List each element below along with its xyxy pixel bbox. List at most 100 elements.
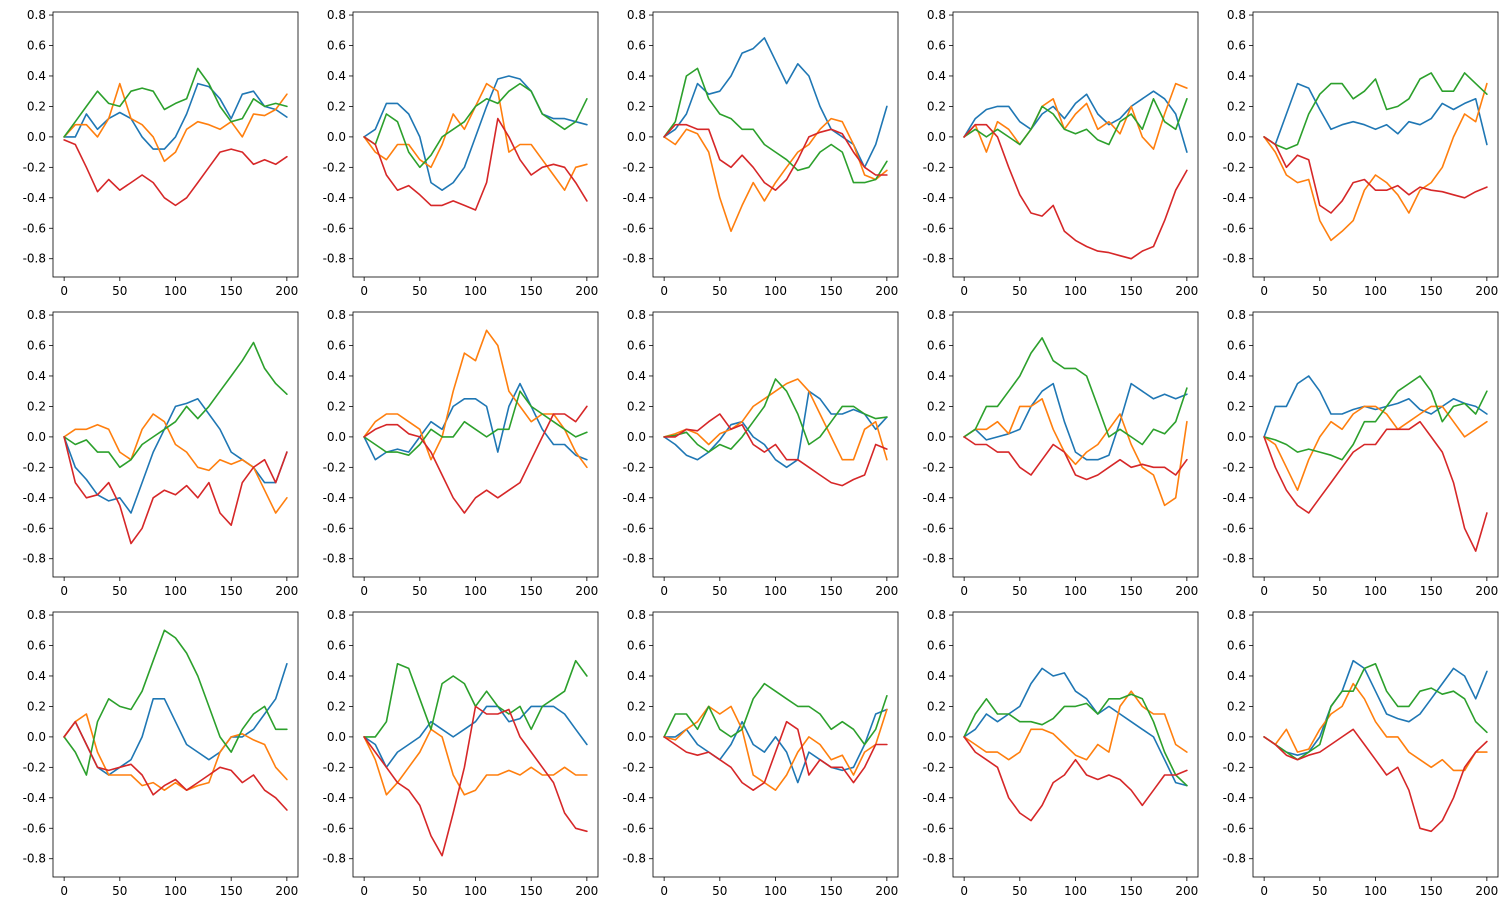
y-tick-label: -0.2 (323, 760, 346, 774)
y-tick-label: 0.0 (927, 430, 946, 444)
y-tick-label: -0.6 (1223, 521, 1246, 535)
x-tick-label: 200 (275, 584, 298, 598)
x-tick-label: 200 (575, 284, 598, 298)
series-line-4 (363, 705, 588, 857)
subplot-5: 0 50 100 150 200 -0.8 -0.6 -0.4 -0.2 0.0 0.2 0.4 0.6… (1223, 8, 1499, 298)
y-tick-label: -0.2 (1223, 760, 1246, 774)
y-tick-label: 0.8 (927, 608, 946, 622)
x-tick-label: 50 (112, 884, 127, 898)
x-tick-label: 150 (1120, 284, 1143, 298)
series-line-2 (63, 413, 288, 514)
x-tick-label: 100 (164, 884, 187, 898)
series-line-4 (663, 720, 888, 792)
y-tick-label: 0.6 (27, 339, 46, 353)
y-tick-label: 0.8 (927, 308, 946, 322)
y-tick-label: 0.2 (627, 399, 646, 413)
y-tick-label: -0.6 (923, 821, 946, 835)
y-tick-label: -0.6 (323, 221, 346, 235)
series-line-4 (963, 123, 1188, 260)
x-tick-label: 100 (1364, 584, 1387, 598)
x-tick-label: 0 (960, 284, 968, 298)
y-tick-label: -0.4 (1223, 491, 1246, 505)
y-tick-label: 0.0 (27, 130, 46, 144)
y-tick-label: 0.6 (927, 339, 946, 353)
axes-frame (1252, 11, 1499, 278)
y-tick-label: -0.2 (923, 760, 946, 774)
series-line-1 (963, 382, 1188, 461)
x-tick-label: 50 (712, 584, 727, 598)
y-tick-label: -0.2 (923, 460, 946, 474)
series-line-1 (1263, 659, 1488, 757)
x-tick-label: 150 (1120, 584, 1143, 598)
y-tick-label: -0.6 (323, 821, 346, 835)
x-tick-label: 200 (1475, 584, 1498, 598)
y-tick-label: -0.8 (23, 852, 46, 866)
y-tick-label: 0.4 (927, 669, 946, 683)
y-tick-label: -0.4 (323, 791, 346, 805)
subplot-2: 0 50 100 150 200 -0.8 -0.6 -0.4 -0.2 0.0 0.2 0.4 0.6… (323, 8, 599, 298)
x-tick-label: 200 (875, 284, 898, 298)
y-tick-label: 0.8 (627, 608, 646, 622)
y-tick-label: -0.4 (1223, 791, 1246, 805)
x-tick-label: 100 (764, 284, 787, 298)
y-tick-label: 0.0 (327, 130, 346, 144)
y-tick-label: -0.4 (923, 491, 946, 505)
y-tick-label: 0.4 (327, 369, 346, 383)
series-line-1 (363, 705, 588, 769)
y-tick-label: -0.6 (1223, 221, 1246, 235)
y-tick-label: 0.6 (1227, 339, 1246, 353)
y-tick-label: 0.8 (327, 8, 346, 22)
series-line-4 (663, 123, 888, 191)
x-tick-label: 100 (164, 284, 187, 298)
y-tick-label: 0.2 (327, 99, 346, 113)
y-tick-label: -0.2 (23, 760, 46, 774)
axes-frame (52, 11, 299, 278)
x-tick-label: 150 (1120, 884, 1143, 898)
x-tick-label: 200 (575, 884, 598, 898)
x-tick-label: 100 (1064, 284, 1087, 298)
y-tick-label: -0.2 (23, 160, 46, 174)
y-tick-label: 0.4 (927, 69, 946, 83)
y-tick-label: 0.2 (327, 699, 346, 713)
series-line-4 (363, 117, 588, 211)
y-tick-label: -0.4 (623, 191, 646, 205)
subplot-12: 0 50 100 150 200 -0.8 -0.6 -0.4 -0.2 0.0 0.2 0.4 0.6… (323, 608, 599, 898)
series-line-1 (663, 390, 888, 469)
y-tick-label: -0.4 (923, 191, 946, 205)
subplot-14: 0 50 100 150 200 -0.8 -0.6 -0.4 -0.2 0.0 0.2 0.4 0.6… (923, 608, 1199, 898)
x-tick-label: 200 (875, 584, 898, 598)
y-tick-label: -0.8 (623, 552, 646, 566)
subplot-7: 0 50 100 150 200 -0.8 -0.6 -0.4 -0.2 0.0 0.2 0.4 0.6… (323, 308, 599, 598)
subplot-3: 0 50 100 150 200 -0.8 -0.6 -0.4 -0.2 0.0 0.2 0.4 0.6… (623, 8, 899, 298)
y-tick-label: 0.4 (27, 69, 46, 83)
y-tick-label: 0.4 (627, 69, 646, 83)
y-tick-label: -0.4 (623, 791, 646, 805)
series-line-3 (963, 693, 1188, 787)
y-tick-label: -0.2 (623, 760, 646, 774)
y-tick-label: 0.6 (1227, 639, 1246, 653)
x-tick-label: 50 (412, 884, 427, 898)
series-line-1 (963, 667, 1188, 787)
series-line-2 (663, 705, 888, 792)
y-tick-label: 0.0 (627, 730, 646, 744)
y-tick-label: 0.2 (927, 399, 946, 413)
series-line-2 (363, 728, 588, 796)
x-tick-label: 100 (764, 584, 787, 598)
series-line-2 (963, 82, 1188, 153)
x-tick-label: 50 (412, 584, 427, 598)
y-tick-label: 0.4 (27, 369, 46, 383)
axes-frame (952, 311, 1199, 578)
y-tick-label: 0.8 (27, 608, 46, 622)
y-tick-label: 0.4 (1227, 369, 1246, 383)
series-line-3 (363, 390, 588, 457)
y-tick-label: 0.6 (627, 639, 646, 653)
x-tick-label: 200 (1475, 284, 1498, 298)
x-tick-label: 200 (1175, 884, 1198, 898)
y-tick-label: 0.2 (27, 399, 46, 413)
x-tick-label: 150 (520, 584, 543, 598)
y-tick-label: 0.0 (327, 430, 346, 444)
axes-frame (52, 611, 299, 878)
y-tick-label: 0.0 (627, 430, 646, 444)
x-tick-label: 150 (1420, 284, 1443, 298)
x-tick-label: 150 (220, 284, 243, 298)
